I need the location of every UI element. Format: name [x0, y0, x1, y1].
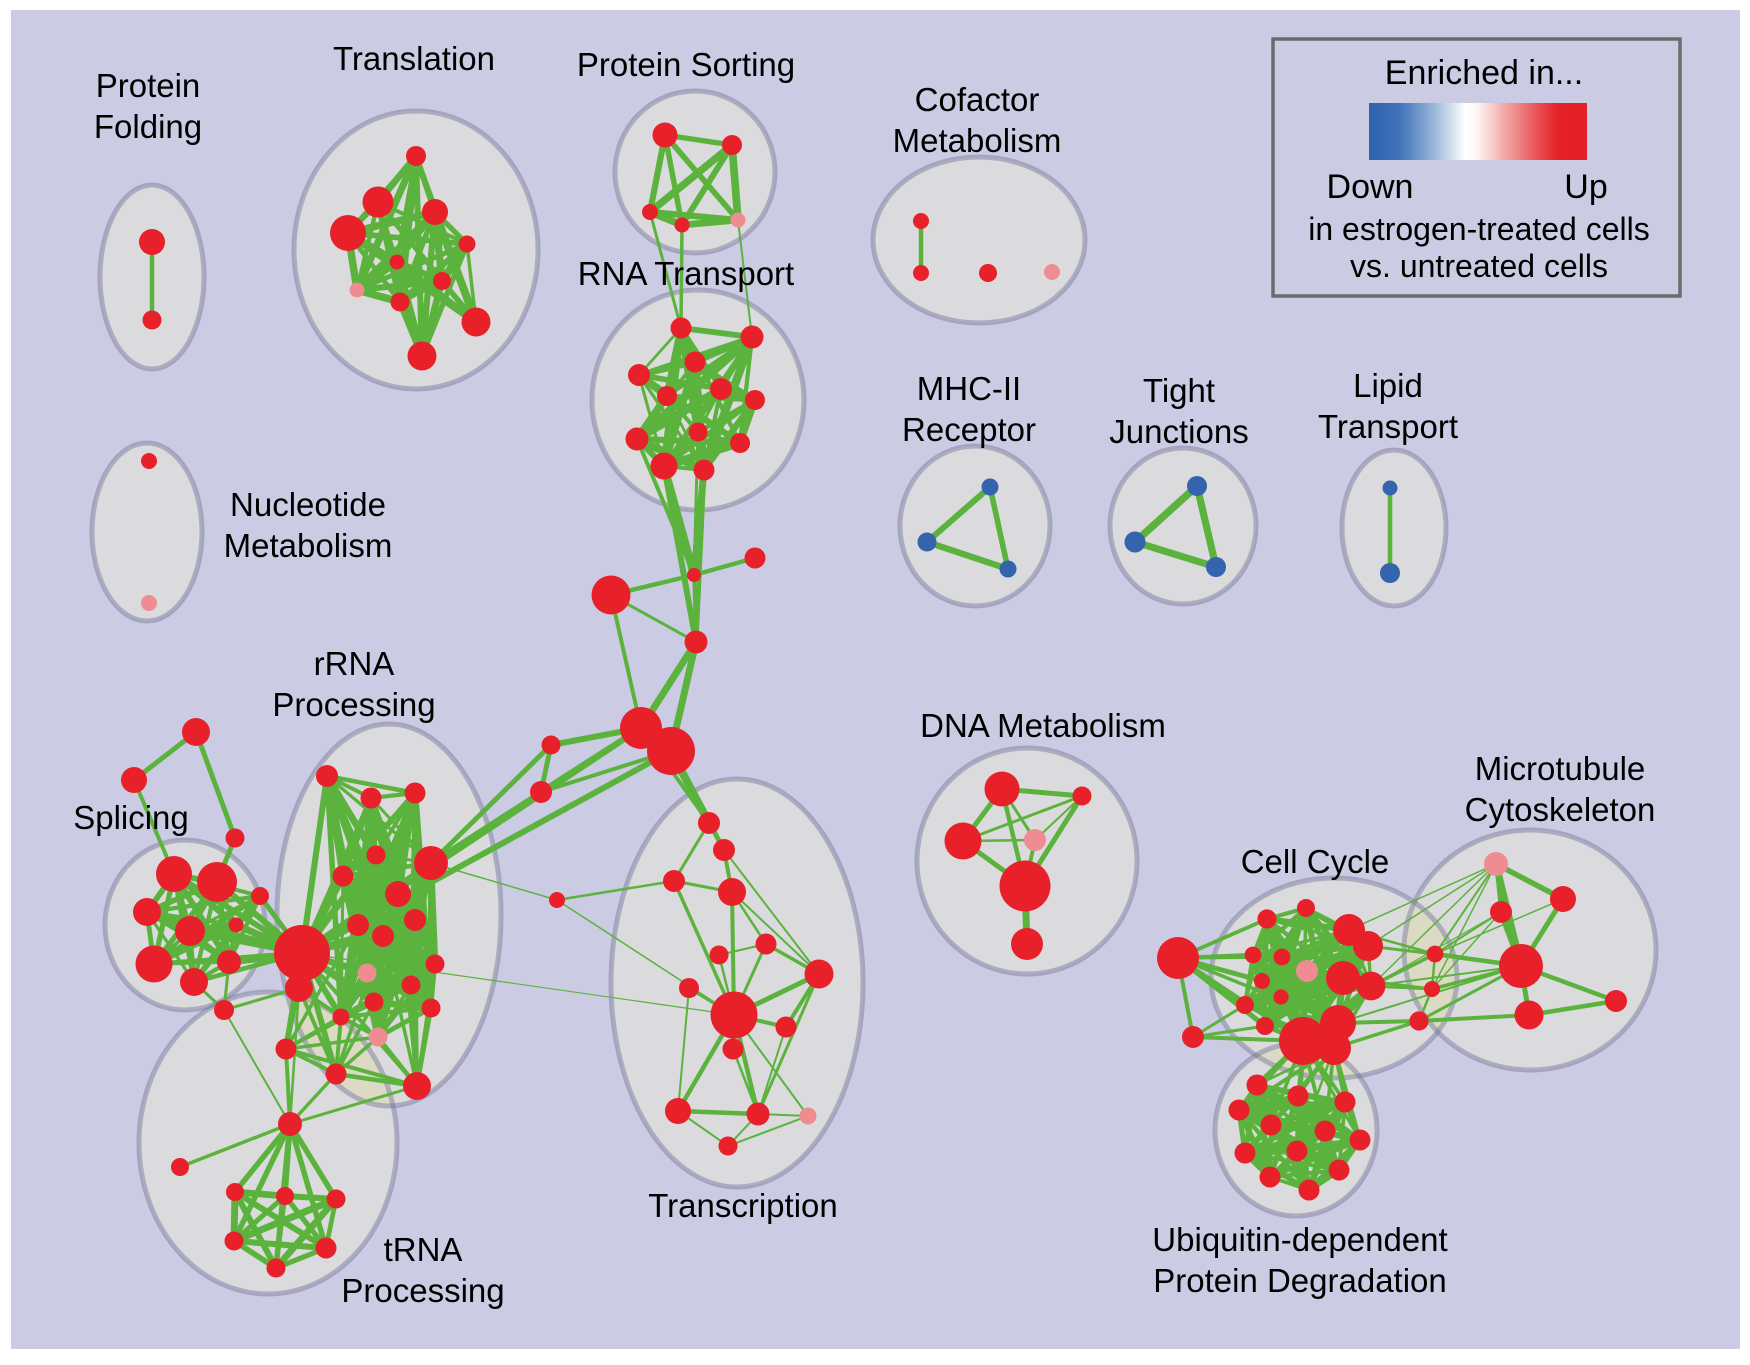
svg-text:Cofactor: Cofactor	[915, 81, 1040, 118]
svg-text:Junctions: Junctions	[1109, 413, 1248, 450]
svg-text:Protein Sorting: Protein Sorting	[577, 46, 795, 83]
svg-text:RNA Transport: RNA Transport	[578, 255, 794, 292]
svg-text:Metabolism: Metabolism	[893, 122, 1062, 159]
svg-text:Microtubule: Microtubule	[1475, 750, 1646, 787]
svg-text:Down: Down	[1327, 168, 1414, 206]
svg-text:MHC-II: MHC-II	[917, 370, 1021, 407]
svg-text:rRNA: rRNA	[314, 645, 395, 682]
svg-text:Processing: Processing	[272, 686, 435, 723]
svg-text:Protein Degradation: Protein Degradation	[1153, 1262, 1447, 1299]
svg-text:Processing: Processing	[341, 1272, 504, 1309]
svg-text:vs. untreated cells: vs. untreated cells	[1350, 248, 1608, 284]
svg-text:Tight: Tight	[1143, 372, 1215, 409]
svg-text:Enriched in...: Enriched in...	[1385, 54, 1583, 92]
svg-text:Up: Up	[1564, 168, 1607, 206]
svg-text:Ubiquitin-dependent: Ubiquitin-dependent	[1152, 1221, 1447, 1258]
svg-text:DNA Metabolism: DNA Metabolism	[920, 707, 1166, 744]
svg-text:Folding: Folding	[94, 108, 202, 145]
svg-text:Lipid: Lipid	[1353, 367, 1423, 404]
svg-text:Cytoskeleton: Cytoskeleton	[1465, 791, 1656, 828]
svg-text:tRNA: tRNA	[384, 1231, 463, 1268]
svg-text:Translation: Translation	[333, 40, 495, 77]
svg-text:Transport: Transport	[1318, 408, 1458, 445]
svg-text:Splicing: Splicing	[73, 799, 189, 836]
svg-text:Cell Cycle: Cell Cycle	[1241, 843, 1390, 880]
svg-text:Transcription: Transcription	[648, 1187, 838, 1224]
svg-text:Metabolism: Metabolism	[224, 527, 393, 564]
svg-text:Protein: Protein	[96, 67, 201, 104]
svg-text:Receptor: Receptor	[902, 411, 1036, 448]
svg-text:Nucleotide: Nucleotide	[230, 486, 386, 523]
svg-text:in estrogen-treated cells: in estrogen-treated cells	[1308, 211, 1650, 247]
